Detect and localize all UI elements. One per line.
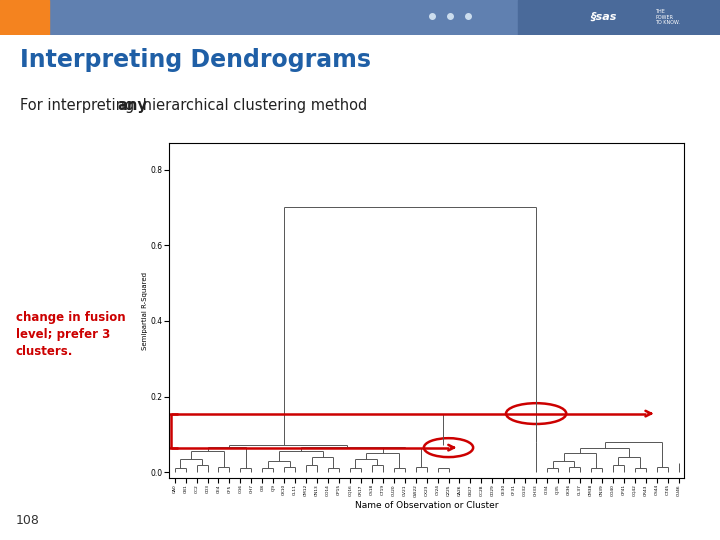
Text: Interpreting Dendrograms: Interpreting Dendrograms (20, 48, 372, 72)
X-axis label: Name of Observation or Cluster: Name of Observation or Cluster (355, 501, 498, 510)
Y-axis label: Semipartial R-Squared: Semipartial R-Squared (142, 272, 148, 349)
Text: hierarchical clustering method: hierarchical clustering method (138, 98, 366, 113)
Text: any: any (117, 98, 147, 113)
Bar (0, 0, 49, 35)
Text: For interpreting: For interpreting (20, 98, 139, 113)
Text: 108: 108 (16, 514, 40, 526)
Text: §sas: §sas (590, 12, 617, 22)
Text: change in fusion
level; prefer 3
clusters.: change in fusion level; prefer 3 cluster… (16, 311, 125, 359)
Text: THE
POWER
TO KNOW.: THE POWER TO KNOW. (655, 9, 680, 25)
Bar (518, 0, 720, 35)
